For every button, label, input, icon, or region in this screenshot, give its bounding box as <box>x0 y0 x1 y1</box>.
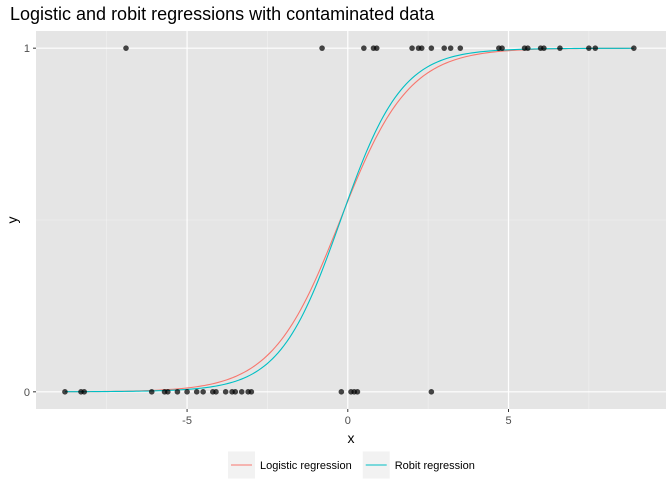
data-point <box>447 45 454 51</box>
data-point <box>232 389 239 395</box>
data-point <box>354 389 361 395</box>
data-point <box>557 45 563 51</box>
data-point <box>409 45 415 51</box>
data-point <box>222 389 229 395</box>
data-point <box>541 45 547 51</box>
data-points <box>62 45 637 395</box>
x-axis-title: x <box>348 430 355 446</box>
data-point <box>62 389 68 395</box>
data-point <box>338 389 345 395</box>
data-point <box>193 389 200 395</box>
data-point <box>200 389 206 395</box>
data-point <box>248 389 255 395</box>
data-point <box>174 389 181 395</box>
legend-label: Robit regression <box>395 460 475 472</box>
data-point <box>361 45 367 51</box>
data-point <box>418 45 425 51</box>
data-point <box>441 45 448 51</box>
data-point <box>592 45 599 51</box>
data-point <box>524 45 531 51</box>
chart-title: Logistic and robit regressions with cont… <box>10 4 435 24</box>
data-point <box>586 45 592 51</box>
data-point <box>238 389 245 395</box>
y-axis: 01 <box>24 43 36 399</box>
data-point <box>428 389 435 395</box>
data-point <box>373 45 380 51</box>
data-point <box>148 389 155 395</box>
data-point <box>631 45 637 51</box>
x-tick-label: 0 <box>345 415 351 427</box>
x-tick-label: 5 <box>505 415 511 427</box>
y-tick-label: 0 <box>24 387 30 399</box>
x-axis: -5 0 5 <box>182 409 512 427</box>
data-point <box>428 45 435 51</box>
y-axis-title: y <box>4 217 20 224</box>
legend-label: Logistic regression <box>260 460 352 472</box>
data-point <box>213 389 219 395</box>
data-point <box>123 45 129 51</box>
data-point <box>319 45 325 51</box>
data-point <box>499 45 505 51</box>
data-point <box>81 389 88 395</box>
data-point <box>184 389 190 395</box>
x-tick-label: -5 <box>182 415 192 427</box>
legend: Logistic regression Robit regression <box>228 451 475 479</box>
data-point <box>457 45 464 51</box>
y-tick-label: 1 <box>24 43 30 55</box>
data-point <box>164 389 171 395</box>
